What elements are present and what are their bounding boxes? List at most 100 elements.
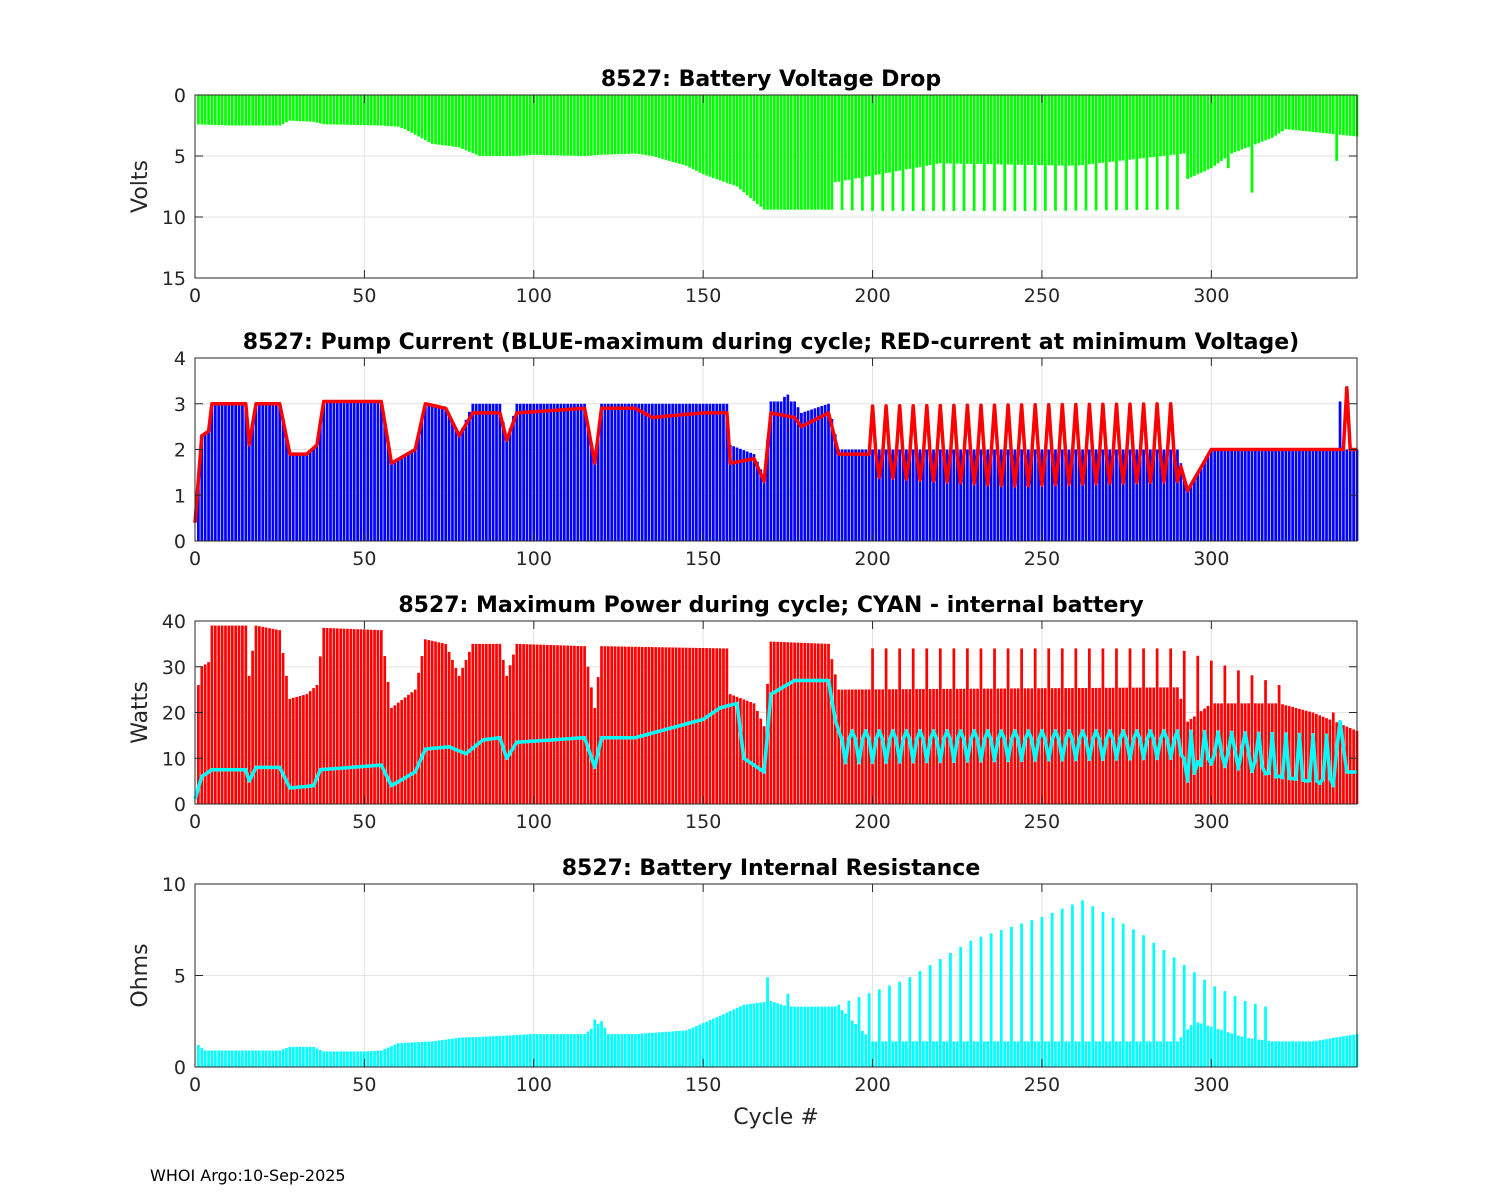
bar [1074, 648, 1078, 804]
bar [1050, 449, 1054, 541]
bar [264, 95, 268, 126]
x-tick-label: 100 [516, 811, 552, 833]
bar [1060, 95, 1064, 166]
bar [640, 646, 644, 804]
bar [468, 95, 471, 152]
y-tick-label: 1 [174, 485, 186, 507]
bar [749, 95, 752, 199]
bar [1094, 687, 1098, 804]
bar [1186, 1029, 1189, 1067]
bar [999, 95, 1003, 165]
bar [1298, 95, 1301, 131]
y-tick-label: 4 [174, 348, 186, 370]
bar [447, 95, 451, 147]
bar [556, 1034, 559, 1067]
bar [728, 95, 732, 185]
bar [281, 653, 285, 804]
bar [1301, 1041, 1305, 1067]
bar [650, 647, 654, 804]
panel-resistance: 0 50 100 150 200 250 300 0 5 10 8527: Battery Inte… [128, 856, 1359, 1130]
bar [1135, 1041, 1139, 1067]
bar [529, 644, 532, 804]
bar [1013, 688, 1017, 804]
bar [671, 95, 675, 162]
bar [1176, 95, 1179, 210]
bar [661, 403, 664, 541]
bar [1226, 449, 1230, 541]
bar [600, 403, 603, 541]
bar [1088, 1041, 1091, 1067]
bar [627, 403, 630, 541]
bar [318, 1049, 322, 1067]
bar [1223, 991, 1227, 1067]
bar [898, 648, 902, 804]
bar [681, 403, 685, 541]
bar [508, 665, 512, 804]
bar [884, 95, 888, 174]
bar [573, 1034, 576, 1067]
bar [976, 1041, 979, 1067]
bar [410, 95, 414, 133]
bar [227, 625, 231, 804]
bar [877, 449, 881, 541]
bar [972, 1041, 976, 1067]
bar [779, 1004, 783, 1067]
bar [1304, 449, 1308, 541]
bar [329, 95, 332, 125]
bar [623, 403, 627, 541]
bar [1159, 95, 1162, 157]
bar [315, 1048, 319, 1067]
bar [742, 95, 746, 193]
bar [762, 476, 766, 541]
bar [576, 1034, 580, 1067]
bar [386, 442, 390, 541]
bar [217, 625, 221, 804]
bar [197, 685, 200, 804]
bar [796, 407, 800, 541]
bar [982, 449, 986, 541]
bar [1010, 926, 1013, 1067]
bar [603, 1027, 607, 1067]
bar [1142, 95, 1145, 159]
bar [484, 1036, 488, 1067]
bar [247, 444, 251, 541]
bar [427, 1041, 431, 1067]
bar [376, 95, 380, 126]
bar [217, 403, 221, 541]
bar [894, 449, 898, 541]
bar [542, 644, 546, 804]
bar [424, 1041, 427, 1067]
bar [898, 449, 902, 541]
bar [1237, 95, 1240, 151]
bar [349, 628, 353, 804]
bar [1237, 670, 1240, 804]
bar [352, 629, 356, 804]
bar [210, 625, 214, 804]
bar [420, 656, 424, 804]
bar [1291, 95, 1294, 130]
bar [518, 643, 522, 804]
bar [356, 1051, 359, 1067]
bar [915, 1041, 918, 1067]
bar [986, 1041, 990, 1067]
bar [600, 1021, 603, 1067]
bar [966, 648, 969, 804]
bar [793, 95, 796, 210]
bar [261, 403, 265, 541]
bar [390, 463, 393, 541]
bar [549, 95, 553, 156]
bar [295, 454, 298, 541]
bar [207, 431, 210, 541]
bar [942, 95, 946, 211]
bar [529, 403, 532, 541]
bar [535, 1034, 539, 1067]
bar [325, 1051, 329, 1067]
bar [664, 1031, 668, 1067]
bar [498, 1035, 502, 1067]
bar [620, 646, 624, 804]
bar [424, 403, 427, 541]
bar [566, 95, 570, 156]
bar [596, 677, 600, 804]
bar [1169, 1041, 1173, 1067]
bar [1281, 1041, 1284, 1067]
